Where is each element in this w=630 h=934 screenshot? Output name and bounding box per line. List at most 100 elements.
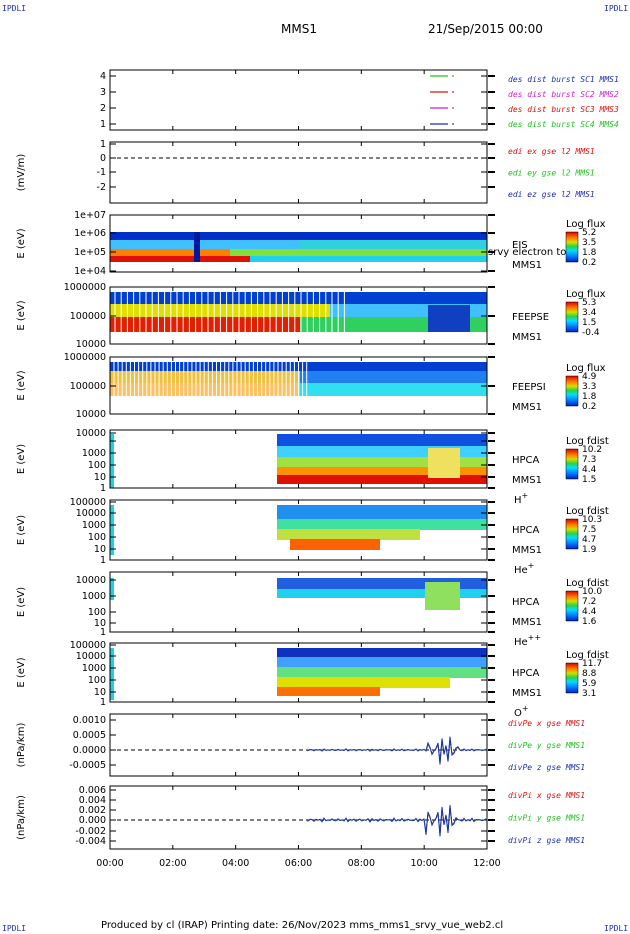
y-tick-label: 1 [100, 119, 106, 130]
y-tick-label: 4 [100, 71, 106, 82]
y-tick-label: 1e+07 [74, 210, 106, 221]
right-tick-stub [488, 631, 495, 633]
spacecraft-label: MMS1 [512, 545, 542, 556]
right-tick-stub [488, 452, 495, 454]
colorbar-tick-label: 1.8 [582, 392, 597, 402]
colorbar-tick-label: 5.2 [582, 228, 596, 238]
y-axis-label: E (eV) [16, 657, 27, 687]
y-tick-label: 10000 [76, 409, 106, 420]
feepsi-band-mid-late [300, 371, 487, 384]
y-axis-label: E (eV) [16, 515, 27, 545]
colorbar-tick-label: 3.4 [582, 308, 597, 318]
y-tick-label: 10 [94, 472, 106, 483]
right-tick-stub [488, 232, 495, 234]
species-label: O+ [514, 704, 529, 719]
right-tick-stub [488, 512, 495, 514]
y-tick-label: 1e+06 [74, 228, 106, 239]
x-tick-label: 06:00 [285, 858, 312, 869]
right-tick-stub [488, 343, 495, 345]
colorbar [565, 448, 579, 480]
series-legend-label: edi ez gse l2 MMS1 [508, 190, 595, 199]
right-tick-stub [488, 559, 495, 561]
datetime-title: 21/Sep/2015 00:00 [428, 22, 543, 36]
instrument-label: FEEPSI [512, 382, 546, 393]
y-tick-label: 0.000 [79, 815, 106, 826]
hpca-he-early-edge [110, 505, 114, 555]
hpca-h-band [277, 434, 487, 446]
right-tick-stub [488, 171, 495, 173]
right-tick-stub [488, 286, 495, 288]
eis-band-mid [110, 249, 230, 257]
y-axis-label: (mV/m) [16, 154, 27, 192]
colorbar [565, 590, 579, 622]
species-charge: + [522, 704, 529, 713]
colorbar-tick-label: 1.5 [582, 318, 596, 328]
colorbar-tick-label: 5.9 [582, 679, 597, 689]
species-charge: + [528, 561, 535, 570]
x-tick-label: 00:00 [96, 858, 123, 869]
species-label: He+ [514, 561, 534, 576]
hpca-o-band [277, 657, 487, 668]
right-tick-stub [488, 385, 495, 387]
series-legend-label: des dist burst SC1 MMS1 [508, 75, 619, 84]
hpca-o-early-edge [110, 648, 114, 700]
y-tick-label: 1 [100, 627, 106, 638]
right-tick-stub [488, 809, 495, 811]
y-tick-label: 100000 [70, 640, 106, 651]
instrument-label: FEEPSE [512, 312, 549, 323]
footer-credits: Produced by cl (IRAP) Printing date: 26/… [101, 920, 504, 931]
hpca-he-band [277, 529, 420, 540]
series-legend-label: divPe x gse MMS1 [508, 719, 585, 728]
colorbar-tick-label: 3.1 [582, 689, 596, 699]
y-tick-label: 1000 [82, 591, 106, 602]
y-tick-label: 10 [94, 687, 106, 698]
colorbar-tick-label: 4.4 [582, 465, 597, 475]
y-tick-label: 100 [88, 607, 106, 618]
series-legend-label: edi ey gse l2 MMS1 [508, 169, 595, 178]
y-tick-label: 1000 [82, 448, 106, 459]
corner-mark-top-right: IPDLI [604, 4, 629, 13]
instrument-label: EIS [512, 240, 528, 251]
y-tick-label: 10 [94, 544, 106, 555]
right-tick-stub [488, 595, 495, 597]
y-tick-label: -1 [97, 167, 106, 178]
hpca-o-band [277, 687, 380, 696]
series-legend-label: divPe y gse MMS1 [508, 741, 585, 750]
y-tick-label: -0.002 [75, 826, 106, 837]
y-tick-label: 100 [88, 460, 106, 471]
right-tick-stub [488, 701, 495, 703]
colorbar-title: Log flux [566, 363, 606, 374]
y-tick-label: 10000 [76, 339, 106, 350]
colorbar-tick-label: 7.3 [582, 455, 596, 465]
feepsi-band-low-late [300, 383, 487, 396]
y-tick-label: 10000 [76, 575, 106, 586]
right-tick-stub [488, 734, 495, 736]
right-tick-stub [488, 464, 495, 466]
y-tick-label: 1e+05 [74, 247, 106, 258]
right-tick-stub [488, 476, 495, 478]
hpca-h-early-edge [110, 434, 114, 488]
colorbar-title: Log fdist [566, 436, 609, 447]
x-tick-label: 02:00 [159, 858, 186, 869]
y-tick-label: 1000 [82, 663, 106, 674]
series-legend-label: divPe z gse MMS1 [508, 763, 585, 772]
x-tick-label: 12:00 [473, 858, 500, 869]
colorbar-title: Log flux [566, 219, 606, 230]
right-tick-stub [488, 667, 495, 669]
spacecraft-label: MMS1 [512, 332, 542, 343]
y-tick-label: 1000000 [64, 282, 106, 293]
hpca-h-band [428, 448, 460, 478]
colorbar-tick-label: 5.3 [582, 298, 596, 308]
right-tick-stub [488, 749, 495, 751]
y-tick-label: 1 [100, 555, 106, 566]
colorbar-tick-label: 10.2 [582, 445, 602, 455]
y-tick-label: 100 [88, 532, 106, 543]
colorbar-tick-label: 1.6 [582, 617, 597, 627]
instrument-label: HPCA [512, 668, 540, 679]
spacecraft-label: MMS1 [512, 475, 542, 486]
right-tick-stub [488, 840, 495, 842]
right-tick-stub [488, 579, 495, 581]
right-tick-stub [488, 719, 495, 721]
hpca-o-band [277, 667, 487, 678]
